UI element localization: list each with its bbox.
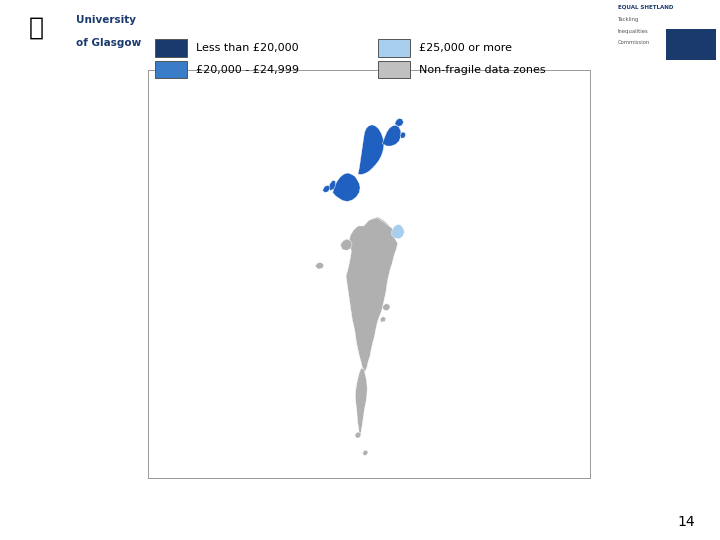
- Polygon shape: [346, 218, 397, 373]
- Polygon shape: [382, 125, 401, 146]
- Polygon shape: [382, 303, 390, 310]
- FancyBboxPatch shape: [4, 3, 144, 59]
- Text: 🏛: 🏛: [29, 16, 44, 40]
- FancyBboxPatch shape: [616, 3, 716, 59]
- Polygon shape: [355, 432, 361, 438]
- Text: of Glasgow: of Glasgow: [76, 38, 141, 49]
- Text: £25,000 or more: £25,000 or more: [419, 43, 512, 53]
- Polygon shape: [392, 224, 405, 239]
- Polygon shape: [333, 173, 360, 201]
- Text: Less than £20,000: Less than £20,000: [196, 43, 299, 53]
- Polygon shape: [323, 185, 330, 192]
- FancyBboxPatch shape: [666, 29, 716, 59]
- Polygon shape: [328, 180, 336, 191]
- Polygon shape: [395, 118, 403, 126]
- Text: 14: 14: [678, 515, 695, 529]
- Text: £20,000 - £24,999: £20,000 - £24,999: [196, 65, 299, 75]
- Polygon shape: [355, 369, 367, 437]
- Text: Non-fragile data zones: Non-fragile data zones: [419, 65, 546, 75]
- Polygon shape: [315, 262, 324, 269]
- Polygon shape: [380, 316, 386, 322]
- Text: University: University: [76, 15, 135, 25]
- Polygon shape: [341, 239, 352, 251]
- Text: EQUAL SHETLAND: EQUAL SHETLAND: [618, 5, 673, 10]
- Text: Commission: Commission: [618, 40, 650, 45]
- Text: Tackling: Tackling: [618, 17, 639, 22]
- Polygon shape: [400, 132, 406, 138]
- Polygon shape: [358, 125, 384, 174]
- Text: MEDIAN HOUSEHOLD INCOME: MEDIAN HOUSEHOLD INCOME: [169, 21, 516, 41]
- Polygon shape: [364, 217, 389, 235]
- Text: Inequalities: Inequalities: [618, 29, 649, 33]
- Polygon shape: [363, 450, 368, 455]
